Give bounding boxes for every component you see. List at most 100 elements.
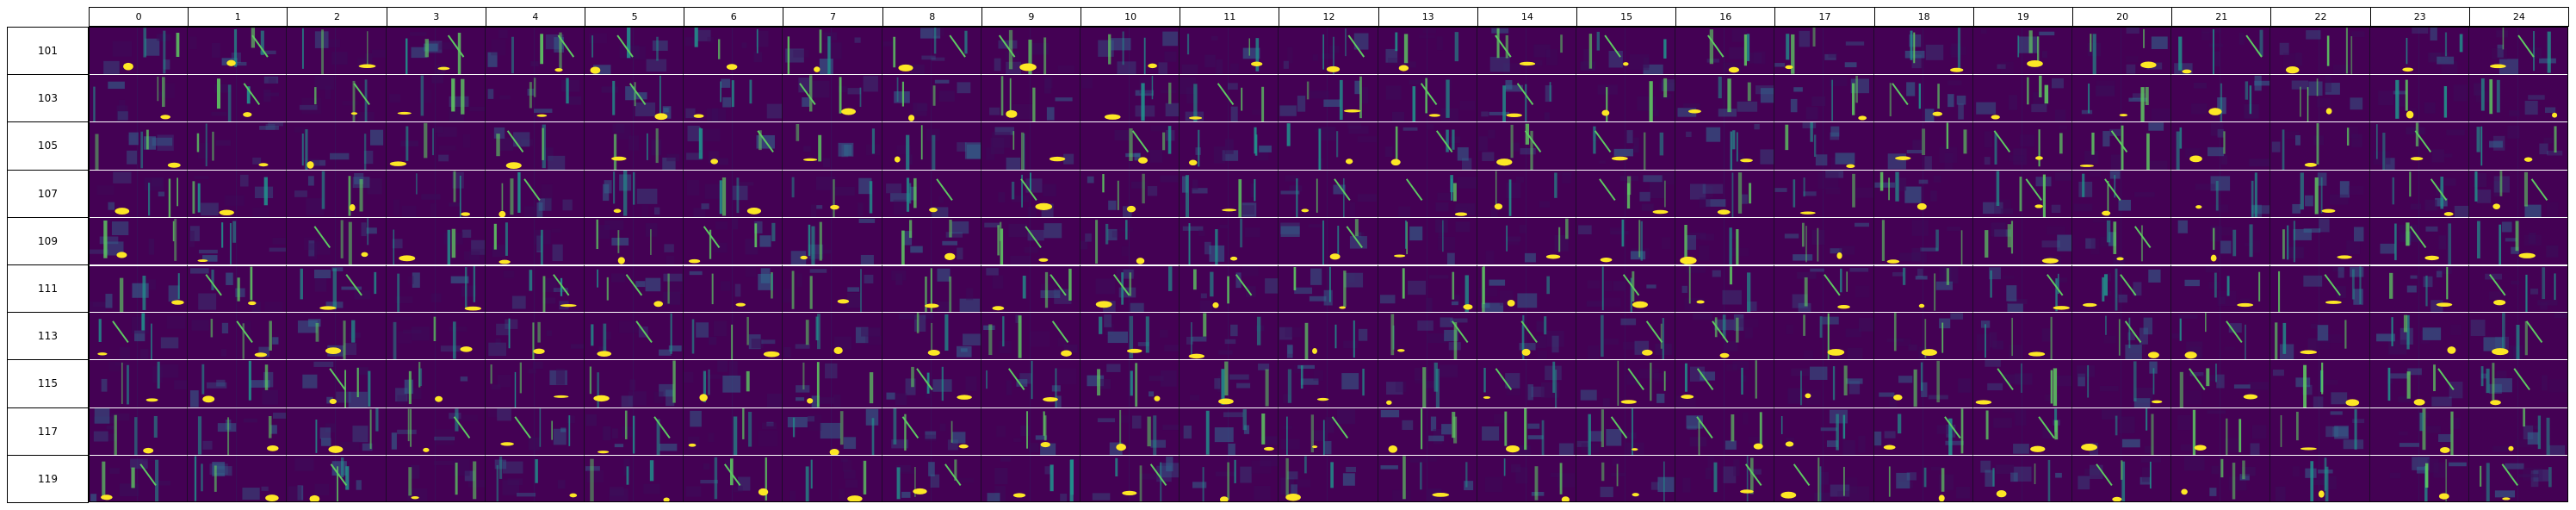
thumbnail-image	[1385, 75, 1475, 122]
thumbnail-image	[393, 170, 470, 217]
thumbnail-cell	[89, 121, 189, 170]
thumbnail-cell	[1378, 27, 1477, 75]
thumbnail-image	[1785, 122, 1855, 170]
thumbnail-image	[685, 75, 783, 122]
thumbnail-image	[689, 217, 776, 264]
thumbnail-image	[1888, 455, 1970, 502]
thumbnail-cell	[882, 359, 981, 407]
thumbnail-image	[406, 455, 485, 502]
thumbnail-cell	[1279, 407, 1378, 455]
thumbnail-image	[2276, 455, 2338, 502]
thumbnail-cell	[1477, 264, 1576, 313]
thumbnail-cell	[1378, 216, 1477, 264]
thumbnail-image	[994, 27, 1074, 75]
thumbnail-cell	[783, 216, 882, 264]
thumbnail-image	[189, 27, 276, 75]
thumbnail-image	[597, 266, 684, 313]
thumbnail-cell	[287, 312, 387, 360]
thumbnail-image	[1682, 455, 1762, 502]
thumbnail-image	[304, 217, 378, 264]
thumbnail-cell	[1972, 454, 2072, 502]
thumbnail-image	[191, 313, 279, 360]
thumbnail-cell	[386, 74, 486, 122]
thumbnail-cell	[2171, 264, 2271, 313]
thumbnail-image	[603, 170, 660, 217]
thumbnail-cell	[585, 264, 684, 313]
thumbnail-cell	[2468, 454, 2568, 502]
thumbnail-cell	[1675, 27, 1775, 75]
thumbnail-image	[1600, 455, 1675, 502]
thumbnail-image	[2073, 170, 2155, 217]
thumbnail-cell	[1279, 359, 1378, 407]
thumbnail-image	[1693, 313, 1759, 360]
thumbnail-image	[2184, 266, 2261, 313]
thumbnail-cell	[1972, 216, 2072, 264]
thumbnail-image	[895, 455, 974, 502]
thumbnail-cell	[684, 359, 783, 407]
thumbnail-image	[2380, 217, 2451, 264]
thumbnail-image	[1774, 27, 1865, 75]
thumbnail-cell	[1972, 121, 2072, 170]
thumbnail-image	[1490, 170, 1572, 217]
thumbnail-image	[96, 170, 178, 217]
thumbnail-image	[2171, 313, 2246, 360]
thumbnail-image	[1975, 75, 2066, 122]
thumbnail-cell	[1477, 216, 1576, 264]
thumbnail-cell	[783, 121, 882, 170]
thumbnail-cell	[684, 74, 783, 122]
thumbnail-image	[1690, 170, 1752, 217]
thumbnail-image	[1087, 360, 1177, 407]
thumbnail-cell	[287, 74, 387, 122]
row-label: 113	[7, 312, 89, 361]
thumbnail-cell	[2171, 454, 2271, 502]
thumbnail-image	[388, 75, 485, 122]
thumbnail-cell	[981, 216, 1081, 264]
thumbnail-cell	[1081, 264, 1180, 313]
column-header: 22	[2270, 7, 2371, 27]
thumbnail-cell	[2369, 264, 2469, 313]
thumbnail-cell	[386, 264, 486, 313]
thumbnail-image	[503, 266, 577, 313]
thumbnail-image	[95, 122, 181, 170]
column-header: 7	[783, 7, 883, 27]
row-label: 119	[7, 454, 89, 503]
thumbnail-image	[982, 313, 1078, 360]
thumbnail-image	[1397, 170, 1477, 217]
thumbnail-image	[288, 455, 362, 502]
thumbnail-cell	[188, 121, 288, 170]
thumbnail-image	[90, 455, 171, 502]
thumbnail-cell	[684, 121, 783, 170]
thumbnail-cell	[89, 359, 189, 407]
thumbnail-cell	[585, 312, 684, 360]
thumbnail-image	[689, 266, 773, 313]
thumbnail-cell	[1378, 74, 1477, 122]
thumbnail-cell	[1081, 74, 1180, 122]
thumbnail-cell	[585, 74, 684, 122]
thumbnail-cell	[2072, 74, 2172, 122]
thumbnail-cell	[485, 216, 585, 264]
thumbnail-cell	[2369, 27, 2469, 75]
thumbnail-image	[2087, 27, 2168, 75]
thumbnail-image	[585, 455, 670, 502]
thumbnail-image	[2292, 75, 2363, 122]
thumbnail-cell	[485, 359, 585, 407]
thumbnail-cell	[1873, 312, 1973, 360]
thumbnail-image	[93, 407, 158, 455]
thumbnail-cell	[2369, 359, 2469, 407]
thumbnail-image	[93, 75, 175, 122]
thumbnail-image	[2389, 455, 2467, 502]
thumbnail-image	[1980, 27, 2055, 75]
thumbnail-image	[2473, 75, 2557, 122]
thumbnail-image	[103, 27, 180, 75]
thumbnail-image	[1680, 217, 1749, 264]
thumbnail-image	[2275, 313, 2347, 360]
thumbnail-cell	[188, 216, 288, 264]
thumbnail-image	[1904, 27, 1966, 75]
thumbnail-image	[1478, 266, 1550, 313]
thumbnail-cell	[287, 121, 387, 170]
thumbnail-image	[2181, 455, 2256, 502]
thumbnail-image	[2278, 266, 2364, 313]
thumbnail-cell	[1675, 74, 1775, 122]
thumbnail-cell	[2171, 27, 2271, 75]
thumbnail-cell	[684, 169, 783, 217]
